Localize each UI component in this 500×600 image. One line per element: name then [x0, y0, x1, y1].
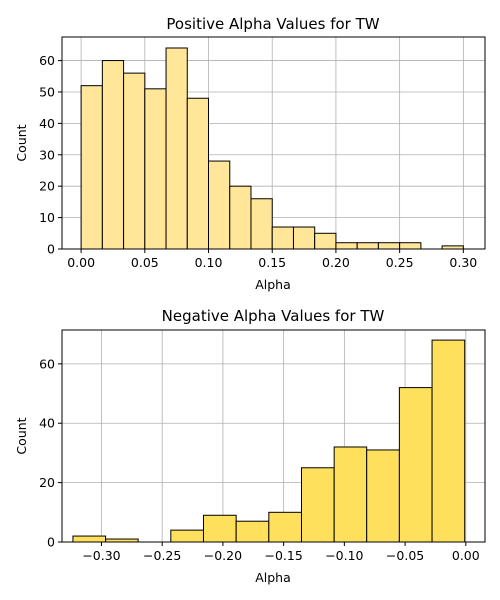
chart-title: Negative Alpha Values for TW: [162, 307, 385, 325]
x-tick-label: 0.00: [67, 255, 95, 270]
histogram-bar: [202, 514, 237, 543]
histogram-bar: [333, 446, 368, 543]
bars: [72, 339, 466, 543]
histogram-bar: [170, 529, 204, 543]
y-tick-label: 30: [39, 147, 55, 162]
plot-frame: [61, 36, 486, 250]
y-tick-label: 10: [39, 210, 55, 225]
positive-alpha-histogram: Positive Alpha Values for TW 0.00 0.05 0.1…: [14, 15, 486, 292]
x-axis-label: Alpha: [255, 277, 291, 292]
x-tick-label: −0.10: [325, 548, 363, 563]
histogram-bar: [144, 88, 167, 250]
histogram-bar: [165, 47, 188, 250]
y-axis-label: Count: [14, 417, 29, 454]
histogram-bar: [123, 72, 146, 250]
histogram-bar: [399, 242, 422, 250]
x-tick-label: −0.25: [143, 548, 181, 563]
histogram-bar: [271, 226, 294, 250]
tick-marks: −0.30 −0.25 −0.20 −0.15 −0.10 −0.05 0.00 0 20 40 6…: [39, 356, 480, 563]
histogram-bar: [431, 339, 466, 543]
histogram-bar: [208, 160, 231, 250]
histogram-bar: [335, 242, 358, 250]
histogram-bar: [377, 242, 401, 250]
x-tick-label: −0.30: [82, 548, 120, 563]
y-axis-label: Count: [14, 124, 29, 161]
y-tick-label: 40: [39, 116, 55, 131]
x-tick-label: 0.05: [131, 255, 159, 270]
y-tick-label: 0: [47, 535, 55, 550]
histogram-bar: [268, 511, 302, 543]
x-tick-label: 0.00: [452, 548, 480, 563]
x-tick-label: −0.15: [264, 548, 302, 563]
histogram-bar: [366, 449, 400, 543]
x-tick-label: −0.20: [204, 548, 242, 563]
plot-frame: [61, 329, 486, 543]
y-tick-label: 60: [39, 356, 55, 371]
histogram-bar: [314, 232, 337, 250]
y-tick-label: 20: [39, 475, 55, 490]
x-tick-label: 0.30: [449, 255, 477, 270]
histogram-bar: [72, 535, 107, 543]
histogram-bar: [356, 242, 379, 250]
chart-title: Positive Alpha Values for TW: [166, 15, 379, 33]
x-tick-label: 0.10: [195, 255, 223, 270]
x-tick-label: 0.15: [258, 255, 286, 270]
histogram-bar: [250, 198, 273, 250]
tick-marks: 0.00 0.05 0.10 0.15 0.20 0.25 0.30 0 10 20 30 40 50 6…: [39, 53, 477, 270]
histogram-bar: [229, 185, 252, 250]
y-tick-label: 20: [39, 179, 55, 194]
y-tick-label: 60: [39, 53, 55, 68]
histogram-bar: [186, 97, 210, 250]
histogram-bar: [101, 60, 125, 250]
x-tick-label: 0.20: [322, 255, 350, 270]
histogram-bar: [235, 520, 270, 543]
negative-alpha-histogram: Negative Alpha Values for TW −0.30 −0.25−…: [14, 307, 486, 585]
y-tick-label: 40: [39, 416, 55, 431]
y-tick-label: 0: [47, 242, 55, 257]
histogram-bar: [300, 467, 335, 543]
histogram-bar: [80, 85, 103, 250]
histogram-bar: [398, 387, 433, 543]
histogram-bar: [292, 226, 316, 250]
y-tick-label: 50: [39, 84, 55, 99]
x-tick-label: 0.25: [386, 255, 414, 270]
x-tick-label: −0.05: [386, 548, 424, 563]
x-axis-label: Alpha: [255, 570, 291, 585]
